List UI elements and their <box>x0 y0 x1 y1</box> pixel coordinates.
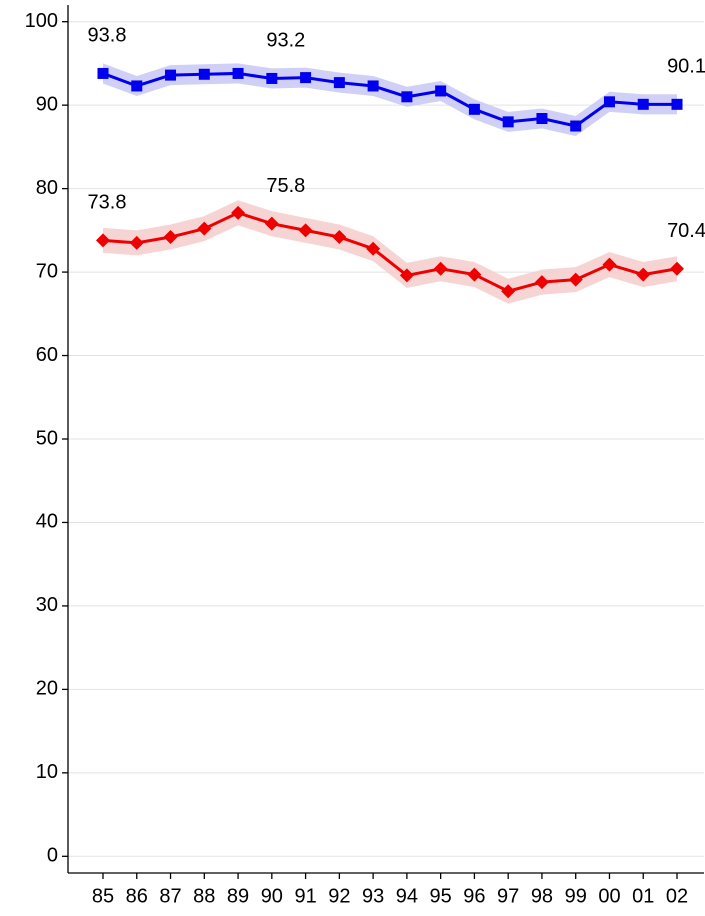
x-tick-label: 92 <box>328 885 350 907</box>
marker <box>266 72 278 84</box>
marker <box>568 272 583 287</box>
marker <box>198 68 210 80</box>
marker <box>602 257 617 272</box>
x-tick-label: 99 <box>565 885 587 907</box>
marker <box>401 91 413 103</box>
x-tick-label: 88 <box>193 885 215 907</box>
marker <box>97 67 109 79</box>
marker <box>435 85 447 97</box>
marker <box>232 67 244 79</box>
marker <box>399 268 414 283</box>
y-tick-label: 20 <box>36 678 58 700</box>
data-label: 93.8 <box>88 25 127 47</box>
x-tick-label: 89 <box>227 885 249 907</box>
data-label: 73.8 <box>88 192 127 214</box>
x-tick-label: 90 <box>261 885 283 907</box>
marker <box>536 113 548 125</box>
y-tick-label: 10 <box>36 761 58 783</box>
data-label: 75.8 <box>266 175 305 197</box>
marker <box>468 103 480 115</box>
data-label: 90.1 <box>667 56 705 78</box>
marker <box>467 267 482 282</box>
confidence-band <box>103 200 677 304</box>
x-tick-label: 02 <box>666 885 688 907</box>
x-tick-label: 97 <box>497 885 519 907</box>
marker <box>231 205 246 220</box>
marker <box>433 261 448 276</box>
marker <box>636 267 651 282</box>
marker <box>333 77 345 89</box>
x-tick-label: 98 <box>531 885 553 907</box>
y-tick-label: 60 <box>36 344 58 366</box>
data-label: 70.4 <box>667 220 705 242</box>
marker <box>534 275 549 290</box>
marker <box>671 98 683 110</box>
marker <box>670 261 684 276</box>
line <box>102 71 677 128</box>
x-tick-label: 93 <box>362 885 384 907</box>
y-tick-label: 90 <box>36 93 58 115</box>
marker <box>129 235 144 250</box>
x-tick-label: 87 <box>159 885 181 907</box>
marker <box>264 216 279 231</box>
y-tick-label: 70 <box>36 260 58 282</box>
x-tick-label: 96 <box>463 885 485 907</box>
x-tick-label: 85 <box>92 885 114 907</box>
marker <box>197 221 212 236</box>
y-tick-label: 30 <box>36 594 58 616</box>
x-tick-label: 86 <box>126 885 148 907</box>
x-tick-label: 95 <box>430 885 452 907</box>
y-tick-label: 40 <box>36 511 58 533</box>
x-tick-label: 00 <box>598 885 620 907</box>
marker <box>131 80 143 92</box>
y-tick-label: 0 <box>47 845 58 867</box>
x-tick-label: 94 <box>396 885 418 907</box>
marker <box>332 230 347 245</box>
line <box>102 211 678 293</box>
marker <box>603 96 615 108</box>
marker <box>367 80 379 92</box>
x-tick-label: 91 <box>294 885 316 907</box>
data-label: 93.2 <box>266 30 305 52</box>
y-tick-label: 50 <box>36 427 58 449</box>
marker <box>298 223 313 238</box>
y-tick-label: 80 <box>36 177 58 199</box>
marker <box>96 233 110 248</box>
marker <box>300 72 312 84</box>
marker <box>637 98 649 110</box>
marker <box>366 241 381 256</box>
marker <box>163 230 178 245</box>
marker <box>502 116 514 128</box>
y-tick-label: 100 <box>25 10 58 32</box>
marker <box>165 69 177 81</box>
x-tick-label: 01 <box>632 885 654 907</box>
marker <box>570 120 582 132</box>
marker <box>501 284 516 299</box>
